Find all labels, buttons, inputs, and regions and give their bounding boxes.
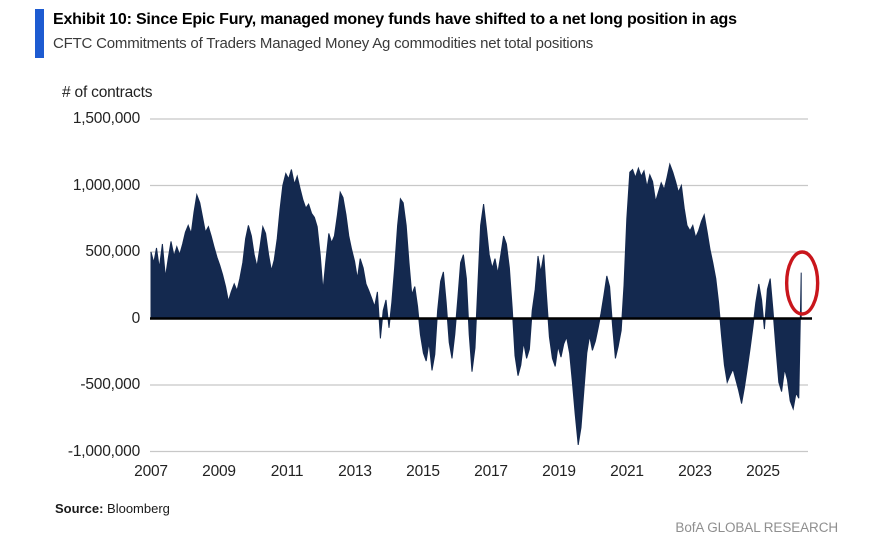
net-positions-area (150, 162, 802, 445)
y-axis-label: # of contracts (62, 84, 153, 101)
chart-subtitle: CFTC Commitments of Traders Managed Mone… (53, 35, 594, 52)
x-tick-label: 2007 (134, 463, 168, 480)
x-tick-label: 2017 (474, 463, 508, 480)
y-tick-label: -500,000 (80, 376, 140, 393)
y-tick-label: -1,000,000 (67, 442, 140, 460)
y-tick-label: 1,000,000 (72, 176, 140, 194)
x-tick-label: 2023 (678, 463, 712, 480)
source-label: Source: (55, 501, 104, 516)
brand-mark: BofA GLOBAL RESEARCH (675, 520, 838, 535)
exhibit-accent-bar (35, 9, 44, 58)
y-tick-label: 0 (131, 309, 141, 327)
x-tick-label: 2025 (746, 463, 780, 480)
x-tick-label: 2009 (202, 463, 236, 480)
x-tick-label: 2019 (542, 463, 576, 480)
exhibit-title: Exhibit 10: Since Epic Fury, managed mon… (53, 11, 737, 28)
source-line: Source: Bloomberg (55, 501, 170, 516)
x-tick-label: 2011 (270, 463, 304, 480)
x-tick-label: 2021 (610, 463, 644, 480)
y-tick-label: 1,500,000 (72, 110, 140, 127)
x-tick-label: 2015 (406, 463, 440, 480)
highlight-ellipse (784, 250, 820, 316)
source-name: Bloomberg (107, 501, 170, 516)
x-tick-label: 2013 (338, 463, 372, 480)
y-tick-label: 500,000 (85, 243, 140, 260)
